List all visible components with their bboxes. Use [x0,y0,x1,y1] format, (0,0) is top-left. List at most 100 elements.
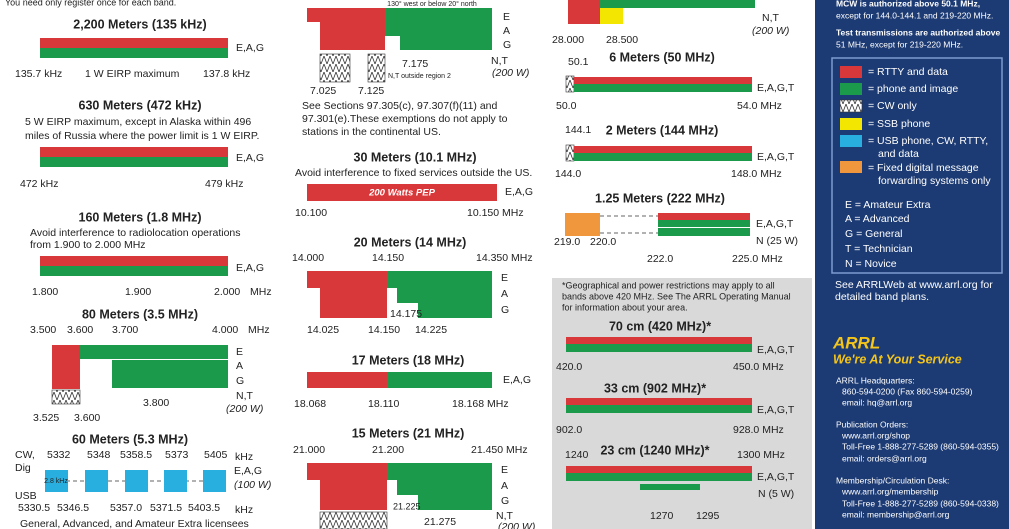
label: 14.225 [415,324,447,336]
label: N,T [236,390,254,402]
band-segment [574,146,752,153]
label: 860-594-0200 (Fax 860-594-0259) [842,386,973,396]
label: 21.275 [424,516,456,528]
label: 14.025 [307,324,339,336]
band-segment [385,8,492,22]
label: A [236,360,243,372]
legend-swatch [840,118,862,130]
label: 3.500 [30,324,56,336]
label: E,A,G,T [757,471,795,483]
band-segment [51,389,81,405]
label: MHz [250,286,272,298]
band-segment [566,337,752,344]
band-segment [385,22,492,36]
label: MCW is authorized above 50.1 MHz, [836,0,980,8]
band-segment [387,463,492,480]
band-segment [307,463,387,480]
band-segment [658,213,750,220]
label: N,T [491,55,509,67]
label: from 1.900 to 2.000 MHz [30,239,146,251]
channel [85,470,108,492]
label: E = Amateur Extra [845,199,931,211]
band-segment [319,511,388,529]
label: Dig [15,462,31,474]
label: MHz [248,324,270,336]
label: 70 cm (420 MHz)* [609,319,711,333]
band-segment [320,303,387,318]
band-segment [566,473,752,481]
label: Avoid interference to radiolocation oper… [30,227,241,239]
label: 5358.5 [120,449,152,461]
label: 1300 MHz [737,449,785,461]
label: 21.450 MHz [471,444,528,456]
label: A [501,480,508,492]
label: 21.200 [372,444,404,456]
label: G [503,39,511,51]
band-segment [397,480,492,495]
label: 160 Meters (1.8 MHz) [79,210,202,224]
label: 21.225 [393,501,421,511]
label: T = Technician [845,243,913,255]
label: CW, [15,449,35,461]
band-segment [40,38,228,48]
label: E,A,G,T [757,82,795,94]
band-segment [418,495,492,510]
label: 7.125 [358,85,384,97]
band-segment [658,220,750,227]
label: 21.000 [293,444,325,456]
label: 5348 [87,449,111,461]
label: E [236,346,243,358]
label: 5371.5 [150,502,182,514]
label: (200 W) [752,25,789,37]
band-segment [307,372,387,388]
band-segment [566,405,752,413]
band-segment [640,484,700,490]
label: Avoid interference to fixed services out… [295,167,532,179]
label: (100 W) [234,479,271,491]
band-segment [80,345,228,359]
label: G [501,495,509,507]
label: G [236,375,244,387]
label: E,A,G [234,465,262,477]
label: Toll-Free 1-888-277-5289 (860-594-0355) [842,441,999,451]
label: 10.150 MHz [467,207,524,219]
label: E,A,G,T [757,344,795,356]
label: 472 kHz [20,178,59,190]
label: E [501,464,508,476]
band-segment [400,36,492,50]
label: E,A,G [236,152,264,164]
band-segment [40,147,228,157]
band-segment [387,372,492,388]
label: = SSB phone [868,118,930,130]
label: 450.0 MHz [733,361,784,373]
band-segment [397,288,492,303]
label: 144.0 [555,168,581,180]
label: 1270 [650,510,674,522]
band-segment [574,153,752,161]
label: (200 W) [498,521,535,529]
label: 5332 [47,449,71,461]
label: 5330.5 [18,502,50,514]
band-segment [566,466,752,473]
label: 420.0 [556,361,582,373]
channel [203,470,226,492]
label: ARRL [832,333,880,352]
label: 60 Meters (5.3 MHz) [72,432,188,446]
label: 4.000 [212,324,238,336]
label: Test transmissions are authorized above [836,27,1000,37]
label: See ARRLWeb at www.arrl.org for [835,279,993,291]
band-segment [565,144,575,162]
label: www.arrl.org/shop [841,430,910,440]
label: 30 Meters (10.1 MHz) [354,150,477,164]
label: 15 Meters (21 MHz) [352,426,465,440]
label: stations in the continental US. [302,126,441,138]
label: 479 kHz [205,178,244,190]
band-segment [565,75,575,93]
label: 630 Meters (472 kHz) [79,98,202,112]
band-segment [52,345,80,389]
label: 219.0 [554,236,580,248]
label: 222.0 [647,253,673,265]
label: Publication Orders: [836,419,908,429]
label: 5405 [204,449,228,461]
label: = CW only [868,100,917,112]
